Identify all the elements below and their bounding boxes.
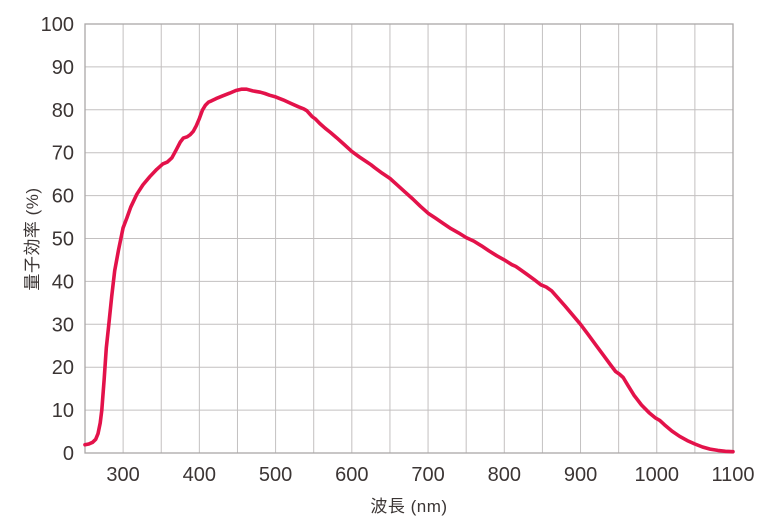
- y-axis-title: 量子効率 (%): [23, 187, 42, 291]
- x-tick-label: 500: [259, 464, 292, 486]
- y-tick-label: 100: [41, 14, 74, 36]
- x-tick-label: 800: [488, 464, 521, 486]
- y-tick-label: 20: [52, 357, 74, 379]
- y-tick-label: 10: [52, 400, 74, 422]
- y-tick-label: 40: [52, 271, 74, 293]
- x-tick-label: 600: [335, 464, 368, 486]
- x-tick-label: 300: [106, 464, 139, 486]
- x-tick-label: 1000: [635, 464, 680, 486]
- y-tick-label: 90: [52, 57, 74, 79]
- y-tick-label: 70: [52, 143, 74, 165]
- x-tick-label: 700: [411, 464, 444, 486]
- y-tick-label: 50: [52, 229, 74, 251]
- y-tick-label: 0: [63, 443, 74, 465]
- plot-frame: [84, 23, 734, 454]
- quantum-efficiency-curve: [83, 87, 735, 454]
- x-axis-title: 波長 (nm): [370, 497, 448, 516]
- x-tick-label: 400: [183, 464, 216, 486]
- x-tick-label: 1100: [711, 464, 754, 486]
- x-tick-label: 900: [564, 464, 597, 486]
- y-tick-label: 60: [52, 186, 74, 208]
- y-tick-label: 80: [52, 100, 74, 122]
- y-tick-label: 30: [52, 314, 74, 336]
